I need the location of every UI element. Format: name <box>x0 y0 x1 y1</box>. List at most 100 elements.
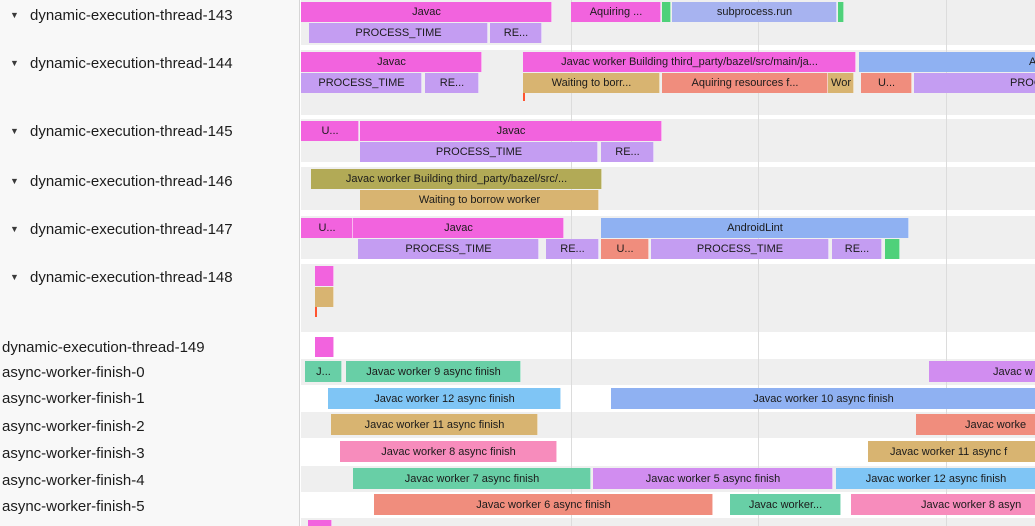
track-label-async-worker-finish-2[interactable]: async-worker-finish-2 <box>0 416 145 436</box>
track-name: dynamic-execution-thread-145 <box>30 122 233 140</box>
timeline-slice[interactable]: RE... <box>832 239 882 259</box>
track-label-async-worker-finish-0[interactable]: async-worker-finish-0 <box>0 362 145 382</box>
slice-label: PROCESS_TIME <box>405 243 492 255</box>
slice-label: RE... <box>503 27 529 39</box>
timeline-slice[interactable]: A <box>859 52 1035 72</box>
timeline-slice[interactable]: Javac <box>301 2 552 22</box>
track-name: async-worker-finish-5 <box>2 497 145 515</box>
slice-label: Waiting to borr... <box>551 77 632 89</box>
timeline-slice[interactable]: U... <box>601 239 649 259</box>
timeline-slice[interactable]: PROCESS_TIME <box>651 239 829 259</box>
instant-event-marker[interactable] <box>315 307 317 317</box>
timeline-slice[interactable]: Waiting to borrow worker <box>360 190 599 210</box>
slice-label: subprocess.run <box>716 6 793 18</box>
track-label-async-worker-finish-4[interactable]: async-worker-finish-4 <box>0 470 145 490</box>
timeline-slice[interactable]: Javac <box>353 218 564 238</box>
track-name: dynamic-execution-thread-143 <box>30 6 233 24</box>
timeline-slice[interactable]: RE... <box>490 23 542 43</box>
timeline-slice[interactable]: Waiting to borr... <box>523 73 660 93</box>
track-label-dynamic-execution-thread-144[interactable]: ▼ dynamic-execution-thread-144 <box>0 53 233 73</box>
timeline-slice[interactable]: U... <box>861 73 912 93</box>
track-background-band <box>301 264 1035 332</box>
timeline-slice[interactable]: Javac worker 6 async finish <box>374 494 713 515</box>
slice-label: Javac <box>412 6 441 18</box>
timeline-slice[interactable]: Javac worker 8 asyn <box>851 494 1035 515</box>
track-name: async-worker-finish-4 <box>2 471 145 489</box>
timeline-slice[interactable]: Javac worker 8 async finish <box>340 441 557 462</box>
track-label-dynamic-execution-thread-147[interactable]: ▼ dynamic-execution-thread-147 <box>0 219 233 239</box>
track-label-async-worker-finish-3[interactable]: async-worker-finish-3 <box>0 443 145 463</box>
timeline-slice[interactable] <box>885 239 900 259</box>
timeline-slice[interactable]: Javac worker Building third_party/bazel/… <box>523 52 856 72</box>
timeline-slice[interactable]: Aquiring ... <box>571 2 661 22</box>
slice-label: Waiting to borrow worker <box>418 194 541 206</box>
timeline-slice[interactable]: Javac worker 10 async finish <box>611 388 1035 409</box>
collapse-chevron-icon[interactable]: ▼ <box>10 272 19 282</box>
timeline-slice[interactable]: PROCESS_TIME <box>358 239 539 259</box>
timeline-slice[interactable]: PROCESS_TIME <box>301 73 422 93</box>
timeline-slice[interactable]: RE... <box>425 73 479 93</box>
slice-label: Javac worke <box>965 418 1027 431</box>
timeline-slice[interactable]: AndroidLint <box>601 218 909 238</box>
track-label-async-worker-finish-5[interactable]: async-worker-finish-5 <box>0 496 145 516</box>
slice-label: A <box>1029 56 1035 68</box>
timeline-slice[interactable]: RE... <box>601 142 654 162</box>
timeline-slice[interactable]: Javac worker 5 async finish <box>593 468 833 489</box>
timeline-slice[interactable]: Aquiring resources f... <box>662 73 828 93</box>
timeline-slice[interactable]: Javac worker 12 async finish <box>328 388 561 409</box>
timeline-slice[interactable]: U... <box>301 218 353 238</box>
timeline-slice[interactable]: Wor <box>828 73 854 93</box>
timeline-slice[interactable]: J... <box>305 361 342 382</box>
slice-label: Javac worker 5 async finish <box>645 472 781 485</box>
collapse-chevron-icon[interactable]: ▼ <box>10 224 19 234</box>
track-name: dynamic-execution-thread-146 <box>30 172 233 190</box>
timeline-slice[interactable]: U... <box>301 121 359 141</box>
timeline-slice[interactable]: subprocess.run <box>672 2 837 22</box>
timeline-slice[interactable]: RE... <box>546 239 599 259</box>
timeline-slice[interactable]: Javac <box>360 121 662 141</box>
timeline-slice[interactable]: Javac worker 12 async finish <box>836 468 1035 489</box>
slice-label: Javac worker Building third_party/bazel/… <box>561 56 818 68</box>
track-label-async-worker-finish-1[interactable]: async-worker-finish-1 <box>0 388 145 408</box>
timeline-slice[interactable]: PROCESS_TIME <box>309 23 488 43</box>
track-label-dynamic-execution-thread-146[interactable]: ▼ dynamic-execution-thread-146 <box>0 171 233 191</box>
timeline-slice[interactable]: Javac worker 11 async finish <box>331 414 538 435</box>
timeline-slice[interactable]: Javac <box>301 52 482 72</box>
track-label-dynamic-execution-thread-148[interactable]: ▼ dynamic-execution-thread-148 <box>0 267 233 287</box>
slice-label: Javac worker 8 asyn <box>921 498 1022 511</box>
track-name-sidebar: ▼ dynamic-execution-thread-143 ▼ dynamic-ex… <box>0 0 300 526</box>
timeline-slice[interactable] <box>308 520 332 526</box>
timeline-slice[interactable]: Javac worke <box>916 414 1035 435</box>
timeline-slice[interactable] <box>662 2 671 22</box>
track-label-dynamic-execution-thread-149[interactable]: dynamic-execution-thread-149 <box>0 337 205 357</box>
timeline-slice[interactable]: Javac worker 7 async finish <box>353 468 591 489</box>
slice-label: AndroidLint <box>727 222 783 234</box>
collapse-chevron-icon[interactable]: ▼ <box>10 10 19 20</box>
timeline-canvas[interactable]: Javac Aquiring ... subprocess.run PROCESS_T… <box>301 0 1035 526</box>
timeline-slice[interactable] <box>315 337 334 357</box>
slice-label: Javac worker 12 async finish <box>374 392 515 405</box>
collapse-chevron-icon[interactable]: ▼ <box>10 58 19 68</box>
timeline-slice[interactable] <box>838 2 844 22</box>
timeline-slice[interactable]: Javac worker Building third_party/bazel/… <box>311 169 602 189</box>
track-name: dynamic-execution-thread-149 <box>2 338 205 356</box>
time-gridline <box>758 0 759 526</box>
slice-label: Javac worker 8 async finish <box>381 445 516 458</box>
timeline-slice[interactable] <box>315 287 334 307</box>
slice-label: Javac worker 10 async finish <box>753 392 894 405</box>
collapse-chevron-icon[interactable]: ▼ <box>10 126 19 136</box>
slice-label: Wor <box>831 77 851 89</box>
collapse-chevron-icon[interactable]: ▼ <box>10 176 19 186</box>
instant-event-marker[interactable] <box>523 93 525 101</box>
track-label-dynamic-execution-thread-143[interactable]: ▼ dynamic-execution-thread-143 <box>0 5 233 25</box>
track-name: async-worker-finish-2 <box>2 417 145 435</box>
timeline-slice[interactable]: Javac worker 9 async finish <box>346 361 521 382</box>
timeline-slice[interactable]: Javac w <box>929 361 1035 382</box>
timeline-slice[interactable]: PROCESS_TIME <box>360 142 598 162</box>
slice-label: Javac <box>444 222 473 234</box>
timeline-slice[interactable] <box>315 266 334 286</box>
timeline-slice[interactable]: Javac worker 11 async f <box>868 441 1035 462</box>
timeline-slice[interactable]: PROCE <box>914 73 1035 93</box>
track-label-dynamic-execution-thread-145[interactable]: ▼ dynamic-execution-thread-145 <box>0 121 233 141</box>
timeline-slice[interactable]: Javac worker... <box>730 494 841 515</box>
